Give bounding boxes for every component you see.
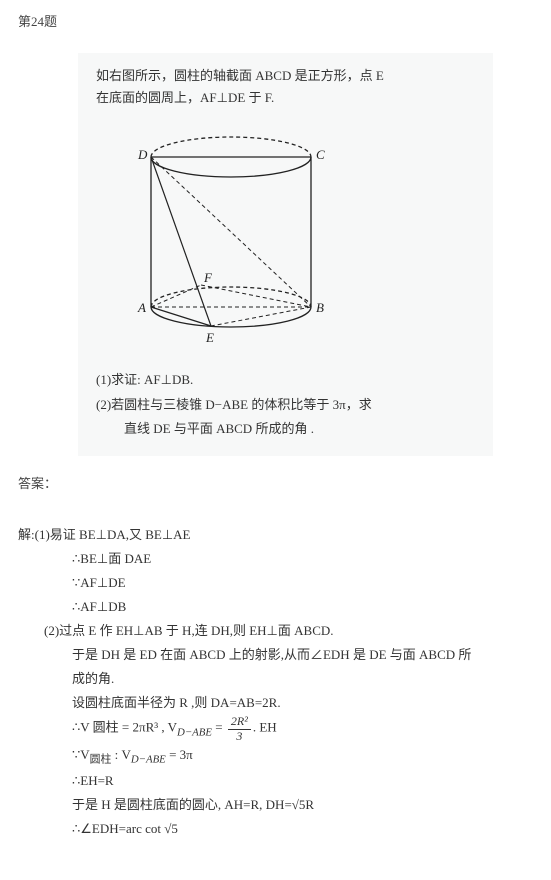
sqrt5b-icon: √5 [164,821,178,836]
sqrt5-icon: √5 [292,797,306,812]
sol-2-7a: ∴∠EDH=arc cot [72,821,164,836]
sol-1-2: ∵AF⊥DE [18,571,533,595]
sol-2-7: ∴∠EDH=arc cot √5 [18,817,533,841]
sol-2-1b: 成的角. [18,667,533,691]
sol-2-3-eq: = [212,720,226,735]
frac-den: 3 [228,730,251,743]
svg-text:E: E [205,330,214,345]
sol-2-6: 于是 H 是圆柱底面的圆心, AH=R, DH=√5R [18,793,533,817]
sol-2-3: ∴V 圆柱 = 2πR³ , VD−ABE = 2R²3. EH [18,715,533,742]
sol-2-3-pre: ∴V 圆柱 = 2πR³ , V [72,720,177,735]
sol-2-0: (2)过点 E 作 EH⊥AB 于 H,连 DH,则 EH⊥面 ABCD. [18,619,533,643]
sol-2-3-frac: 2R²3 [228,715,251,742]
question-2-line1: (2)若圆柱与三棱锥 D−ABE 的体积比等于 3π，求 [96,395,475,416]
sol-2-5: ∴EH=R [18,769,533,793]
figure-cylinder: D C A B E F [116,117,475,364]
sol-2-4-s2: D−ABE [131,753,166,765]
question-2-line2: 直线 DE 与平面 ABCD 所成的角 . [96,419,475,440]
svg-text:D: D [137,147,148,162]
sol-2-4-s1: 圆柱 [90,753,112,765]
sol-2-3-sub: D−ABE [177,727,212,739]
sol-2-4: ∵V圆柱 : VD−ABE = 3π [18,743,533,770]
question-number: 第24题 [18,12,533,33]
sol-2-6a: 于是 H 是圆柱底面的圆心, AH=R, DH= [72,797,292,812]
sol-2-2: 设圆柱底面半径为 R ,则 DA=AB=2R. [18,691,533,715]
problem-stem: 如右图所示，圆柱的轴截面 ABCD 是正方形，点 E 在底面的圆周上，AF⊥DE… [96,65,475,109]
sol-2-3-post: . EH [253,720,277,735]
svg-text:C: C [316,147,325,162]
svg-text:B: B [316,300,324,315]
sol-2-1a: 于是 DH 是 ED 在面 ABCD 上的射影,从而∠EDH 是 DE 与面 A… [18,643,533,667]
question-1: (1)求证: AF⊥DB. [96,370,475,391]
problem-box: 如右图所示，圆柱的轴截面 ABCD 是正方形，点 E 在底面的圆周上，AF⊥DE… [78,53,493,456]
sol-2-4-pre: ∵V [72,747,90,762]
svg-text:A: A [137,300,146,315]
sol-1-1: ∴BE⊥面 DAE [18,547,533,571]
svg-text:F: F [203,270,213,285]
stem-line-2: 在底面的圆周上，AF⊥DE 于 F. [96,87,475,109]
sol-1-0: 解:(1)易证 BE⊥DA,又 BE⊥AE [18,523,533,547]
sol-2-6c: R [305,797,314,812]
stem-line-1: 如右图所示，圆柱的轴截面 ABCD 是正方形，点 E [96,65,475,87]
sol-1-3: ∴AF⊥DB [18,595,533,619]
frac-num: 2R² [228,715,251,729]
sol-2-4-mid: : V [111,747,131,762]
solution-block: 解:(1)易证 BE⊥DA,又 BE⊥AE ∴BE⊥面 DAE ∵AF⊥DE ∴… [18,523,533,842]
answer-label: 答案： [18,474,533,495]
sol-2-4-post: = 3π [166,747,193,762]
